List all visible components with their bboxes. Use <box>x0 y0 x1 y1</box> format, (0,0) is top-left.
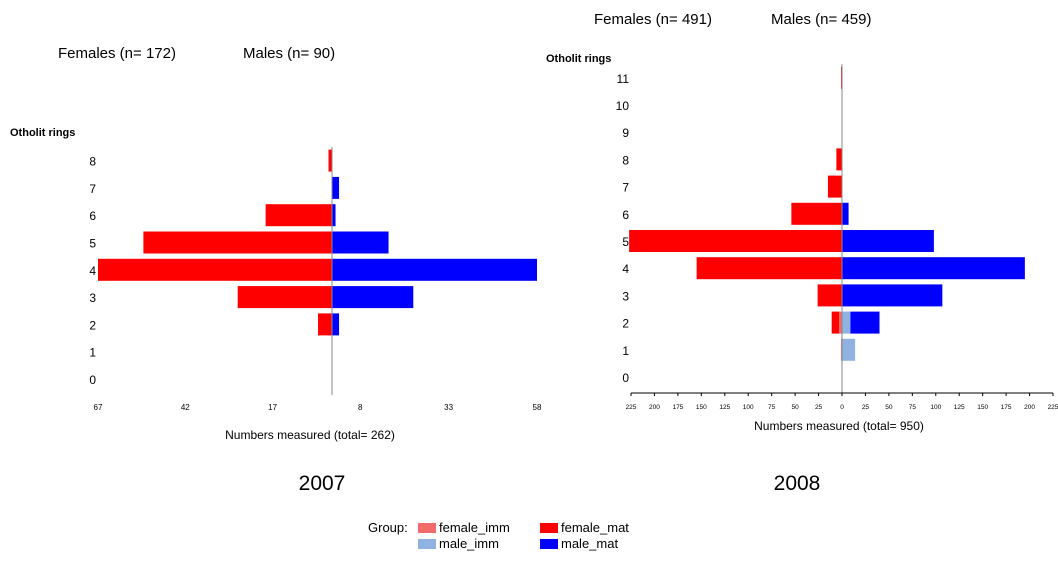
category-label: 8 <box>89 155 96 169</box>
bar-female_mat <box>827 175 842 198</box>
females-header: Females (n= 172) <box>58 45 176 62</box>
females-header: Females (n= 491) <box>594 11 712 28</box>
legend-swatch-female-mat <box>540 523 558 533</box>
bar-male_mat <box>332 176 340 199</box>
bar-female_mat <box>831 311 840 334</box>
legend-label: male_imm <box>439 536 499 551</box>
category-label: 2 <box>89 318 96 332</box>
x-tick-label: 50 <box>791 404 799 411</box>
category-label: 5 <box>89 237 96 251</box>
category-label: 6 <box>89 209 96 223</box>
x-tick-label: 175 <box>1001 404 1012 411</box>
bar-male_imm <box>842 338 856 361</box>
category-label: 0 <box>622 371 629 385</box>
bar-female_mat <box>696 257 842 280</box>
x-tick-label: 58 <box>533 403 542 412</box>
bar-male_mat <box>332 313 340 336</box>
x-tick-label: 225 <box>1048 404 1058 411</box>
category-label: 11 <box>617 72 630 86</box>
bar-female_imm <box>839 311 842 334</box>
x-tick-label: 150 <box>977 404 988 411</box>
category-label: 1 <box>622 344 629 358</box>
x-tick-label: 50 <box>885 404 893 411</box>
x-tick-label: 0 <box>840 404 844 411</box>
bar-female_mat <box>318 313 332 336</box>
bar-male_mat <box>850 311 880 334</box>
category-label: 8 <box>622 153 629 167</box>
males-header: Males (n= 459) <box>771 11 871 28</box>
y-axis-title: Otholit rings <box>10 127 75 139</box>
x-tick-label: 200 <box>1024 404 1035 411</box>
legend-title: Group: <box>368 520 408 535</box>
legend-item-female-mat: female_mat <box>540 520 629 535</box>
category-label: 9 <box>622 126 629 140</box>
category-label: 7 <box>622 181 629 195</box>
bar-female_mat <box>836 148 842 171</box>
bar-female_mat <box>143 231 332 254</box>
year-caption: 2007 <box>299 472 346 495</box>
bar-female_mat <box>791 202 842 225</box>
y-axis-title: Otholit rings <box>546 53 611 65</box>
x-tick-label: 25 <box>815 404 823 411</box>
legend-item-male-imm: male_imm <box>418 536 499 551</box>
bar-male_mat <box>332 231 389 254</box>
males-header: Males (n= 90) <box>243 45 335 62</box>
category-label: 4 <box>89 264 96 278</box>
bar-female_mat <box>265 204 332 227</box>
bar-female_mat <box>328 149 332 172</box>
x-tick-label: 150 <box>696 404 707 411</box>
bar-male_mat <box>842 257 1025 280</box>
legend-swatch-male-imm <box>418 539 436 549</box>
bar-male_mat <box>842 284 943 307</box>
bar-female_mat <box>237 286 332 309</box>
x-tick-label: 200 <box>649 404 660 411</box>
x-tick-label: 125 <box>954 404 965 411</box>
x-tick-label: 100 <box>743 404 754 411</box>
bar-male_mat <box>842 202 849 225</box>
bar-male_mat <box>332 286 414 309</box>
legend-swatch-male-mat <box>540 539 558 549</box>
x-tick-label: 225 <box>626 404 637 411</box>
x-tick-label: 8 <box>358 403 363 412</box>
x-tick-label: 175 <box>672 404 683 411</box>
legend-swatch-female-imm <box>418 523 436 533</box>
x-tick-label: 125 <box>719 404 730 411</box>
category-label: 5 <box>622 235 629 249</box>
category-label: 3 <box>89 291 96 305</box>
x-tick-label: 17 <box>268 403 277 412</box>
x-tick-label: 42 <box>181 403 190 412</box>
category-label: 6 <box>622 208 629 222</box>
x-axis-title: Numbers measured (total= 950) <box>754 419 924 433</box>
category-label: 2 <box>622 317 629 331</box>
bar-male_imm <box>842 311 851 334</box>
bar-male_mat <box>332 204 336 227</box>
legend-label: male_mat <box>561 536 619 551</box>
category-label: 0 <box>89 373 96 387</box>
legend-label: female_mat <box>561 520 629 535</box>
legend-item-male-mat: male_mat <box>540 536 618 551</box>
category-label: 7 <box>89 182 96 196</box>
bar-male_mat <box>842 230 934 252</box>
bar-male_mat <box>332 258 537 281</box>
bar-female_mat <box>98 258 332 281</box>
x-tick-label: 25 <box>862 404 870 411</box>
x-tick-label: 33 <box>444 403 453 412</box>
category-label: 3 <box>622 289 629 303</box>
bar-female_mat <box>629 230 842 252</box>
category-label: 4 <box>622 262 629 276</box>
x-tick-label: 67 <box>94 403 103 412</box>
x-tick-label: 75 <box>768 404 776 411</box>
year-caption: 2008 <box>774 472 821 495</box>
category-label: 10 <box>616 99 630 113</box>
category-label: 1 <box>89 346 96 360</box>
x-tick-label: 75 <box>909 404 917 411</box>
x-tick-label: 100 <box>930 404 941 411</box>
legend-item-female-imm: female_imm <box>418 520 510 535</box>
x-axis-title: Numbers measured (total= 262) <box>225 428 395 442</box>
legend-label: female_imm <box>439 520 510 535</box>
bar-female_mat <box>817 284 842 307</box>
